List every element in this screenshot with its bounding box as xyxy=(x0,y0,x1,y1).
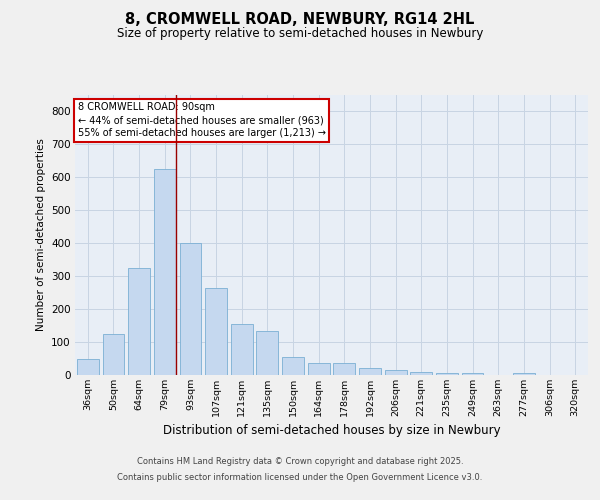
Bar xyxy=(334,364,355,375)
X-axis label: Distribution of semi-detached houses by size in Newbury: Distribution of semi-detached houses by … xyxy=(163,424,500,438)
Bar xyxy=(410,372,432,375)
Bar xyxy=(231,324,253,375)
Bar xyxy=(436,374,458,375)
Text: Size of property relative to semi-detached houses in Newbury: Size of property relative to semi-detach… xyxy=(117,28,483,40)
Bar xyxy=(359,368,381,375)
Bar xyxy=(128,268,150,375)
Text: Contains HM Land Registry data © Crown copyright and database right 2025.: Contains HM Land Registry data © Crown c… xyxy=(137,458,463,466)
Bar xyxy=(385,370,407,375)
Text: Contains public sector information licensed under the Open Government Licence v3: Contains public sector information licen… xyxy=(118,472,482,482)
Bar xyxy=(103,334,124,375)
Bar xyxy=(179,243,202,375)
Bar xyxy=(461,374,484,375)
Text: 8, CROMWELL ROAD, NEWBURY, RG14 2HL: 8, CROMWELL ROAD, NEWBURY, RG14 2HL xyxy=(125,12,475,28)
Bar xyxy=(513,374,535,375)
Bar xyxy=(282,357,304,375)
Bar xyxy=(205,288,227,375)
Bar xyxy=(308,364,329,375)
Bar xyxy=(77,358,99,375)
Text: 8 CROMWELL ROAD: 90sqm
← 44% of semi-detached houses are smaller (963)
55% of se: 8 CROMWELL ROAD: 90sqm ← 44% of semi-det… xyxy=(77,102,326,139)
Bar xyxy=(154,169,176,375)
Bar xyxy=(256,330,278,375)
Y-axis label: Number of semi-detached properties: Number of semi-detached properties xyxy=(35,138,46,332)
